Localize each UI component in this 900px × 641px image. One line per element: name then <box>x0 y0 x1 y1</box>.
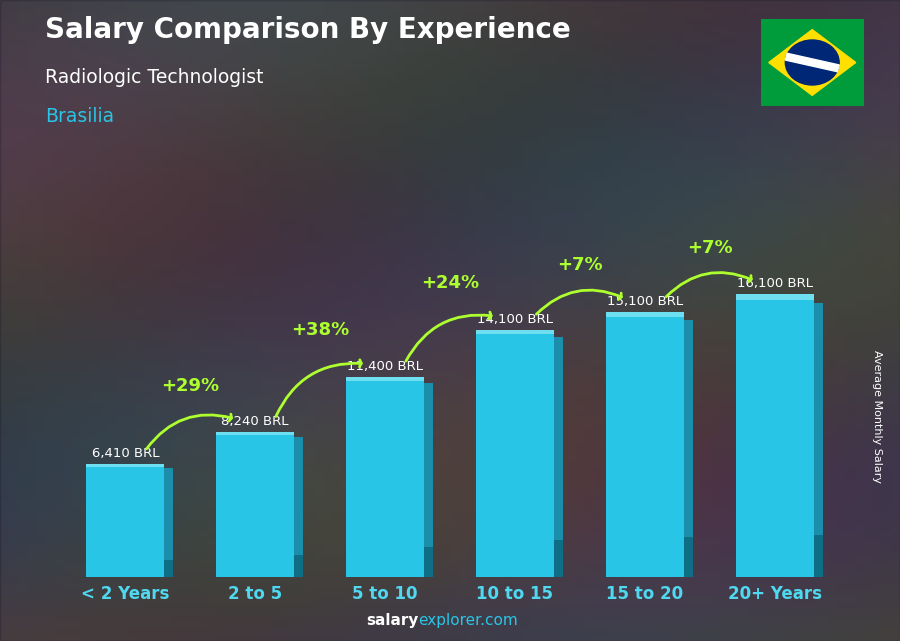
Bar <box>735 294 814 577</box>
Bar <box>606 312 684 317</box>
Polygon shape <box>769 29 856 96</box>
Bar <box>785 53 840 72</box>
Bar <box>814 303 823 577</box>
Bar <box>294 555 303 577</box>
Bar <box>735 294 814 299</box>
Text: explorer.com: explorer.com <box>418 613 518 628</box>
Bar <box>424 547 433 577</box>
Bar <box>86 465 165 467</box>
Bar <box>606 312 684 577</box>
Bar <box>554 540 563 577</box>
Bar <box>216 432 294 577</box>
Bar <box>216 432 294 435</box>
Bar <box>346 377 424 577</box>
Text: +7%: +7% <box>687 239 733 257</box>
Text: Average Monthly Salary: Average Monthly Salary <box>872 350 883 483</box>
Text: 15,100 BRL: 15,100 BRL <box>607 295 683 308</box>
Text: 6,410 BRL: 6,410 BRL <box>92 447 159 460</box>
Bar <box>424 383 433 577</box>
Text: +7%: +7% <box>557 256 603 274</box>
Bar <box>165 468 174 577</box>
Text: 8,240 BRL: 8,240 BRL <box>221 415 289 428</box>
Text: +24%: +24% <box>421 274 479 292</box>
Bar <box>684 537 693 577</box>
Bar <box>86 465 165 577</box>
Bar <box>294 437 303 577</box>
Text: salary: salary <box>366 613 418 628</box>
Text: 16,100 BRL: 16,100 BRL <box>736 278 813 290</box>
Bar <box>165 560 174 577</box>
Circle shape <box>786 40 839 85</box>
Text: +38%: +38% <box>291 321 349 339</box>
Bar <box>476 329 554 577</box>
Bar <box>554 337 563 577</box>
Text: 14,100 BRL: 14,100 BRL <box>477 313 553 326</box>
Text: 11,400 BRL: 11,400 BRL <box>347 360 423 373</box>
Bar <box>684 320 693 577</box>
Bar <box>346 377 424 381</box>
Text: Brasilia: Brasilia <box>45 107 114 126</box>
Text: Salary Comparison By Experience: Salary Comparison By Experience <box>45 17 571 44</box>
Text: +29%: +29% <box>161 377 220 395</box>
Text: Radiologic Technologist: Radiologic Technologist <box>45 69 264 87</box>
Bar <box>814 535 823 577</box>
Bar <box>476 329 554 334</box>
